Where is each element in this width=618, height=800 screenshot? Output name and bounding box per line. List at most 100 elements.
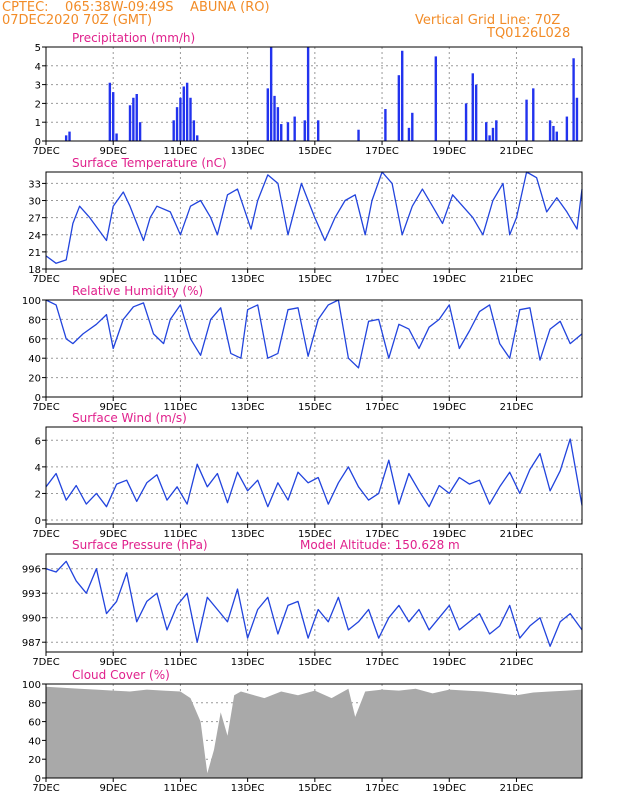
panel-title: Surface Pressure (hPa) <box>72 538 208 552</box>
x-tick-label: 21DEC <box>500 402 534 413</box>
precip-bar <box>192 120 196 141</box>
precip-bar <box>471 73 474 141</box>
precip-bar <box>112 92 115 141</box>
precip-bar <box>303 120 306 141</box>
y-tick-label: 4 <box>35 62 41 73</box>
precip-bar <box>185 82 189 141</box>
y-tick-label: 5 <box>35 43 41 54</box>
y-tick-label: 990 <box>22 614 41 625</box>
precip-bar <box>411 112 414 141</box>
y-tick-label: 80 <box>28 315 41 326</box>
precip-bar <box>434 56 438 141</box>
y-tick-label: 4 <box>35 463 41 474</box>
x-tick-label: 7DEC <box>32 402 59 413</box>
x-tick-label: 19DEC <box>432 146 466 157</box>
y-tick-label: 987 <box>22 638 41 649</box>
precip-bar <box>532 88 535 141</box>
precip-bar <box>488 135 491 141</box>
precip-bar <box>485 122 488 141</box>
precip-bar <box>357 129 360 141</box>
precip-bar <box>548 120 552 141</box>
x-tick-label: 9DEC <box>100 783 127 794</box>
precip-bar <box>474 84 478 141</box>
series-line <box>45 299 583 369</box>
precip-bar <box>273 95 276 141</box>
precip-bar <box>189 97 192 141</box>
x-tick-label: 9DEC <box>100 402 127 413</box>
x-tick-label: 11DEC <box>164 657 198 668</box>
x-tick-label: 21DEC <box>500 274 534 285</box>
y-tick-label: 18 <box>28 265 41 276</box>
series-line <box>45 560 583 647</box>
panel-title: Surface Temperature (nC) <box>72 156 227 170</box>
y-tick-label: 3 <box>35 81 41 92</box>
precip-bar <box>572 58 575 141</box>
precip-bar <box>266 88 269 141</box>
x-tick-label: 19DEC <box>432 657 466 668</box>
header-model: TQ0126L028 <box>487 26 571 41</box>
precip-bar <box>317 120 320 141</box>
x-tick-label: 13DEC <box>231 146 265 157</box>
x-tick-label: 15DEC <box>298 274 332 285</box>
y-tick-label: 40 <box>28 354 41 365</box>
x-tick-label: 11DEC <box>164 146 198 157</box>
y-tick-label: 60 <box>28 335 41 346</box>
x-tick-label: 21DEC <box>500 146 534 157</box>
y-tick-label: 33 <box>28 179 41 190</box>
y-tick-label: 1 <box>35 118 41 129</box>
precip-bar <box>172 120 175 141</box>
precip-bar <box>565 116 569 141</box>
x-tick-label: 17DEC <box>365 402 399 413</box>
panel-frame <box>45 426 583 525</box>
x-tick-label: 17DEC <box>365 783 399 794</box>
precip-bar <box>384 109 387 141</box>
panel-title: Surface Wind (m/s) <box>72 411 187 425</box>
y-tick-label: 0 <box>35 393 41 404</box>
y-tick-label: 0 <box>35 774 41 785</box>
y-tick-label: 0 <box>35 137 41 148</box>
x-tick-label: 17DEC <box>365 274 399 285</box>
precip-bar <box>401 50 404 142</box>
y-tick-label: 993 <box>22 589 41 600</box>
precip-bar <box>306 47 310 141</box>
precip-bar <box>135 94 138 141</box>
x-tick-label: 15DEC <box>298 402 332 413</box>
y-tick-label: 2 <box>35 99 41 110</box>
y-tick-label: 21 <box>28 248 41 259</box>
x-tick-label: 19DEC <box>432 402 466 413</box>
x-tick-label: 19DEC <box>432 274 466 285</box>
y-tick-label: 24 <box>28 231 41 242</box>
y-tick-label: 40 <box>28 736 41 747</box>
x-tick-label: 11DEC <box>164 402 198 413</box>
x-tick-label: 7DEC <box>32 529 59 540</box>
cloud-cover-area <box>46 686 582 778</box>
x-tick-label: 13DEC <box>231 402 265 413</box>
precip-bar <box>108 82 112 141</box>
y-tick-label: 100 <box>22 680 41 691</box>
panel-frame <box>45 171 583 270</box>
precip-bar <box>525 99 528 141</box>
precip-bar <box>115 133 118 141</box>
x-tick-label: 15DEC <box>298 146 332 157</box>
x-tick-label: 13DEC <box>231 783 265 794</box>
precip-bar <box>491 127 495 141</box>
panel-title: Relative Humidity (%) <box>72 284 203 298</box>
precip-bar <box>575 97 579 141</box>
precip-bar <box>68 131 71 141</box>
precip-bar <box>276 107 280 141</box>
x-tick-label: 7DEC <box>32 146 59 157</box>
x-tick-label: 9DEC <box>100 529 127 540</box>
x-tick-label: 11DEC <box>164 529 198 540</box>
y-tick-label: 80 <box>28 699 41 710</box>
x-tick-label: 9DEC <box>100 146 127 157</box>
panel-subtitle: Model Altitude: 150.628 m <box>300 538 460 552</box>
y-tick-label: 27 <box>28 214 41 225</box>
header-station: CPTEC: 065:38W-09:49S ABUNA (RO) <box>2 0 270 15</box>
x-tick-label: 21DEC <box>500 529 534 540</box>
precip-bar <box>286 122 290 141</box>
x-tick-label: 21DEC <box>500 783 534 794</box>
precip-bar <box>182 86 185 141</box>
precip-bar <box>269 47 273 141</box>
precip-bar <box>128 105 132 141</box>
